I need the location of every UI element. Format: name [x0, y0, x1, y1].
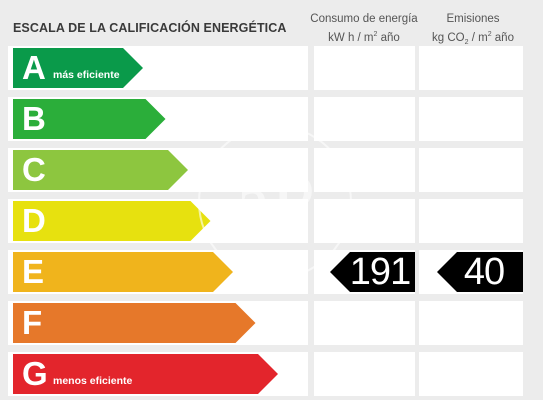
arrow-shape [13, 252, 233, 292]
rating-row-e: E 191 40 [0, 250, 543, 294]
rating-sublabel: menos eficiente [53, 375, 133, 387]
emisiones-column-header: Emisiones kg CO2 / m2 año [418, 12, 528, 50]
rating-arrow-e: E [13, 252, 233, 292]
consumo-cell [314, 148, 415, 192]
rating-letter: D [22, 202, 46, 239]
rating-letter: G [22, 355, 48, 392]
rating-letter: B [22, 100, 46, 137]
arrow-shape [13, 48, 143, 88]
consumo-cell [314, 46, 415, 90]
consumo-cell [314, 301, 415, 345]
rating-row-b: B [0, 97, 543, 141]
arrow-shape [13, 303, 256, 343]
emisiones-value-indicator: 40 [437, 252, 523, 292]
rating-sublabel: más eficiente [53, 69, 120, 81]
consumo-value-indicator: 191 [330, 252, 415, 292]
rating-arrow-f: F [13, 303, 256, 343]
emisiones-value: 40 [463, 251, 505, 293]
emisiones-header-line2: kg CO2 / m2 año [432, 31, 514, 47]
consumo-cell [314, 97, 415, 141]
consumo-cell [314, 352, 415, 396]
arrow-shape [13, 150, 188, 190]
arrow-shape [13, 99, 166, 139]
rating-letter: E [22, 253, 45, 290]
rating-arrow-d: D [13, 201, 211, 241]
rating-letter: A [22, 49, 46, 86]
consumo-cell [314, 199, 415, 243]
consumo-header-line2: kW h / m2 año [328, 31, 400, 44]
emisiones-cell [419, 301, 523, 345]
consumo-value: 191 [349, 251, 411, 293]
emisiones-cell [419, 46, 523, 90]
rating-row-d: D [0, 199, 543, 243]
consumo-column-header: Consumo de energía kW h / m2 año [309, 12, 419, 46]
rating-row-c: C [0, 148, 543, 192]
rating-letter: F [22, 304, 43, 341]
emisiones-header-line1: Emisiones [446, 13, 500, 25]
arrow-shape [13, 354, 278, 394]
scale-title: ESCALA DE LA CALIFICACIÓN ENERGÉTICA [13, 21, 287, 35]
emisiones-cell [419, 199, 523, 243]
rating-arrow-b: B [13, 99, 166, 139]
rating-row-f: F [0, 301, 543, 345]
arrow-shape [13, 201, 211, 241]
emisiones-cell [419, 97, 523, 141]
emisiones-cell [419, 352, 523, 396]
rating-letter: C [22, 151, 46, 188]
consumo-header-line1: Consumo de energía [310, 13, 418, 25]
rating-arrow-c: C [13, 150, 188, 190]
emisiones-cell [419, 148, 523, 192]
